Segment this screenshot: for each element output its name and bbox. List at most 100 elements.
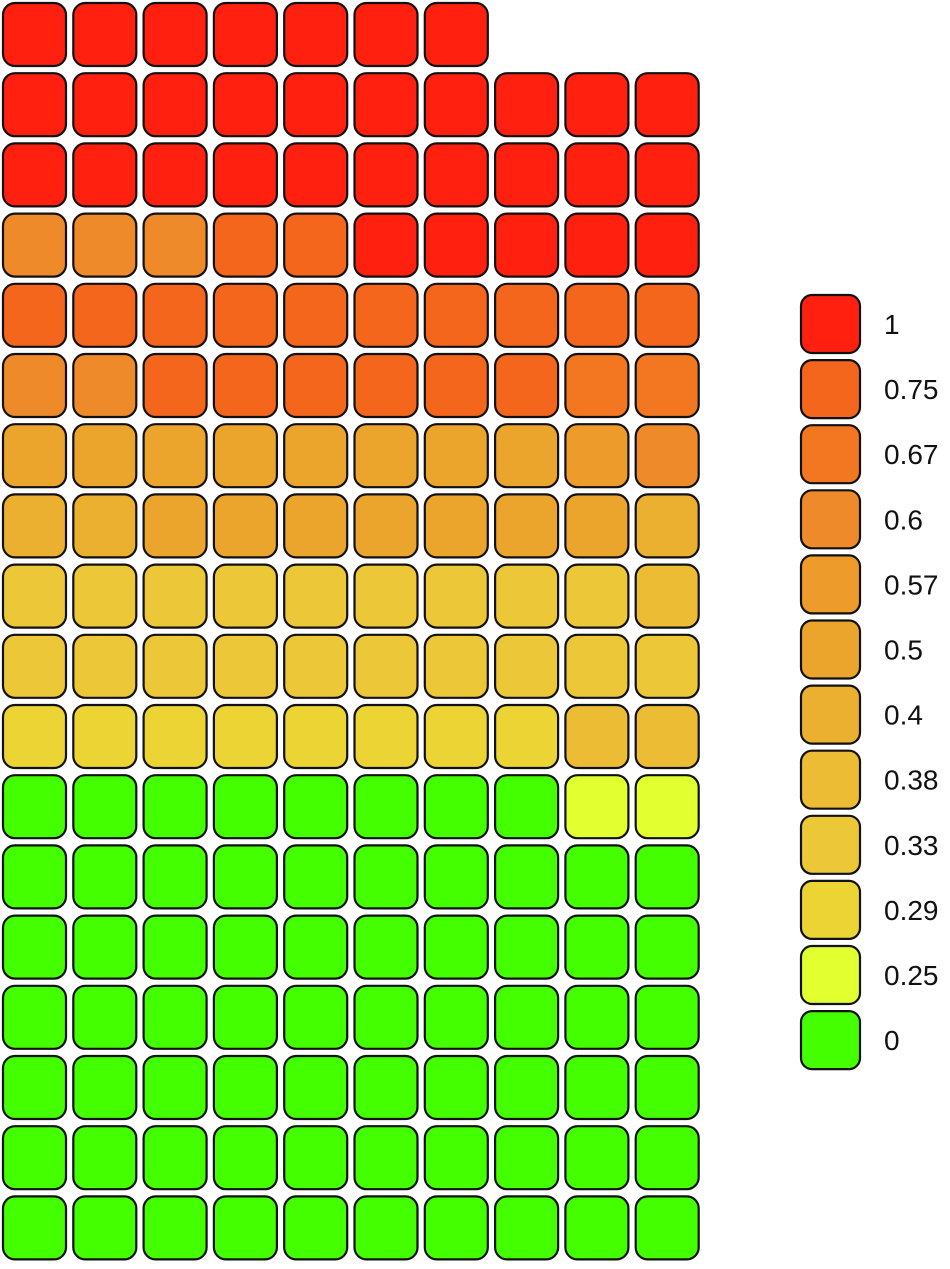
- waffle-tile: [353, 633, 419, 699]
- waffle-tile: [1, 212, 68, 278]
- legend-swatch: [799, 879, 862, 941]
- waffle-tile: [1, 703, 68, 770]
- waffle-tile: [283, 703, 349, 770]
- waffle-tile: [212, 493, 278, 559]
- waffle-tile: [564, 984, 630, 1050]
- waffle-tile: [634, 1125, 700, 1191]
- legend-swatch: [799, 814, 862, 875]
- waffle-tile: [72, 1, 138, 68]
- waffle-tile: [423, 703, 489, 770]
- waffle-tile: [564, 423, 630, 489]
- waffle-tile: [564, 493, 630, 559]
- waffle-tile: [283, 212, 349, 278]
- waffle-tile: [353, 1, 419, 68]
- waffle-tile: [283, 1195, 349, 1261]
- waffle-tile: [142, 282, 208, 348]
- waffle-tile: [142, 142, 208, 208]
- waffle-tile: [283, 1, 349, 68]
- waffle-tile: [353, 282, 419, 348]
- waffle-tile: [634, 352, 700, 419]
- waffle-tile: [353, 563, 419, 629]
- waffle-tile: [494, 984, 560, 1050]
- waffle-tile: [212, 774, 278, 840]
- waffle-tile: [1, 142, 68, 208]
- waffle-tile: [72, 1054, 138, 1121]
- waffle-tile: [72, 423, 138, 489]
- waffle-tile: [564, 1125, 630, 1191]
- waffle-tile: [564, 142, 630, 208]
- waffle-tile: [283, 774, 349, 840]
- waffle-tile: [72, 352, 138, 419]
- waffle-tile: [353, 1054, 419, 1121]
- waffle-tile: [283, 1125, 349, 1191]
- waffle-tile: [423, 142, 489, 208]
- legend-label: 0.75: [884, 374, 939, 405]
- waffle-tile: [634, 844, 700, 910]
- waffle-tile: [494, 423, 560, 489]
- waffle-tile: [423, 774, 489, 840]
- waffle-grid: [1, 1, 700, 1261]
- waffle-tile: [212, 1054, 278, 1121]
- waffle-tile: [634, 1054, 700, 1121]
- waffle-tile: [212, 703, 278, 770]
- waffle-tile: [72, 984, 138, 1050]
- legend-label: 0.6: [884, 504, 923, 535]
- waffle-tile: [1, 423, 68, 489]
- waffle-tile: [72, 844, 138, 910]
- waffle-tile: [1, 774, 68, 840]
- waffle-tile: [1, 633, 68, 699]
- legend-swatch: [799, 489, 862, 550]
- waffle-tile: [1, 72, 68, 138]
- waffle-tile: [353, 493, 419, 559]
- waffle-tile: [283, 352, 349, 419]
- waffle-tile: [212, 1125, 278, 1191]
- waffle-tile: [564, 774, 630, 840]
- waffle-tile: [142, 212, 208, 278]
- legend-swatch: [799, 944, 862, 1006]
- waffle-tile: [353, 914, 419, 980]
- waffle-tile: [1, 1125, 68, 1191]
- waffle-tile: [72, 493, 138, 559]
- legend-label: 0.67: [884, 439, 939, 470]
- waffle-tile: [353, 844, 419, 910]
- waffle-tile: [142, 914, 208, 980]
- waffle-tile: [564, 563, 630, 629]
- waffle-tile: [423, 72, 489, 138]
- legend-label: 0.29: [884, 895, 939, 926]
- waffle-tile: [494, 914, 560, 980]
- waffle-tile: [353, 1125, 419, 1191]
- waffle-tile: [634, 984, 700, 1050]
- legend-swatch: [799, 424, 862, 485]
- waffle-tile: [634, 493, 700, 559]
- waffle-tile: [72, 633, 138, 699]
- waffle-tile: [353, 352, 419, 419]
- waffle-tile: [494, 844, 560, 910]
- legend-label: 0.57: [884, 569, 939, 600]
- waffle-tile: [423, 914, 489, 980]
- waffle-tile: [1, 282, 68, 348]
- waffle-tile: [423, 282, 489, 348]
- waffle-tile: [494, 703, 560, 770]
- waffle-tile: [494, 493, 560, 559]
- waffle-tile: [494, 72, 560, 138]
- waffle-tile: [423, 423, 489, 489]
- waffle-tile: [634, 142, 700, 208]
- waffle-tile: [564, 633, 630, 699]
- waffle-tile: [564, 703, 630, 770]
- legend-swatch: [799, 1009, 862, 1071]
- waffle-tile: [494, 352, 560, 419]
- waffle-tile: [72, 142, 138, 208]
- waffle-tile: [72, 212, 138, 278]
- waffle-tile: [634, 563, 700, 629]
- waffle-tile: [283, 423, 349, 489]
- waffle-tile: [1, 563, 68, 629]
- waffle-tile: [212, 282, 278, 348]
- waffle-tile: [564, 914, 630, 980]
- legend-swatch: [799, 554, 862, 615]
- waffle-tile: [494, 1125, 560, 1191]
- legend-label: 1: [884, 309, 900, 340]
- waffle-tile: [564, 1054, 630, 1121]
- waffle-tile: [142, 493, 208, 559]
- waffle-tile: [494, 282, 560, 348]
- waffle-tile: [634, 633, 700, 699]
